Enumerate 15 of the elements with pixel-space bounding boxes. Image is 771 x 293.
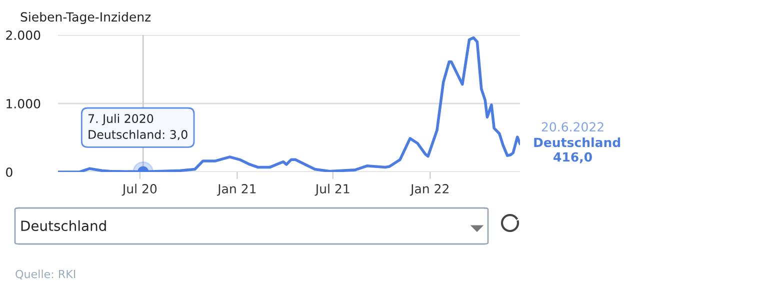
y-tick-label: 0 [6, 167, 12, 177]
x-tick-label: Jul 20 [122, 184, 157, 196]
series-label: Deutschland [534, 137, 620, 148]
annotation: 7. Juli 2020 Deutschland: 3,0 [88, 114, 188, 140]
annotation: 416,0 [554, 152, 592, 164]
y-axis-title: Sieben-Tage-Inzidenz [20, 12, 151, 24]
annotation: 20.6.2022 [542, 122, 604, 132]
y-tick-label: 1.000 [6, 98, 40, 108]
x-tick-label: Jan 22 [410, 184, 448, 196]
x-tick-label: Jan 21 [216, 184, 256, 196]
y-tick-label: 2.000 [6, 30, 40, 40]
source-note: Quelle: RKI [16, 270, 76, 280]
line-series [58, 36, 520, 172]
text: Deutschland [21, 220, 106, 232]
x-tick-label: Jul 21 [314, 184, 350, 196]
